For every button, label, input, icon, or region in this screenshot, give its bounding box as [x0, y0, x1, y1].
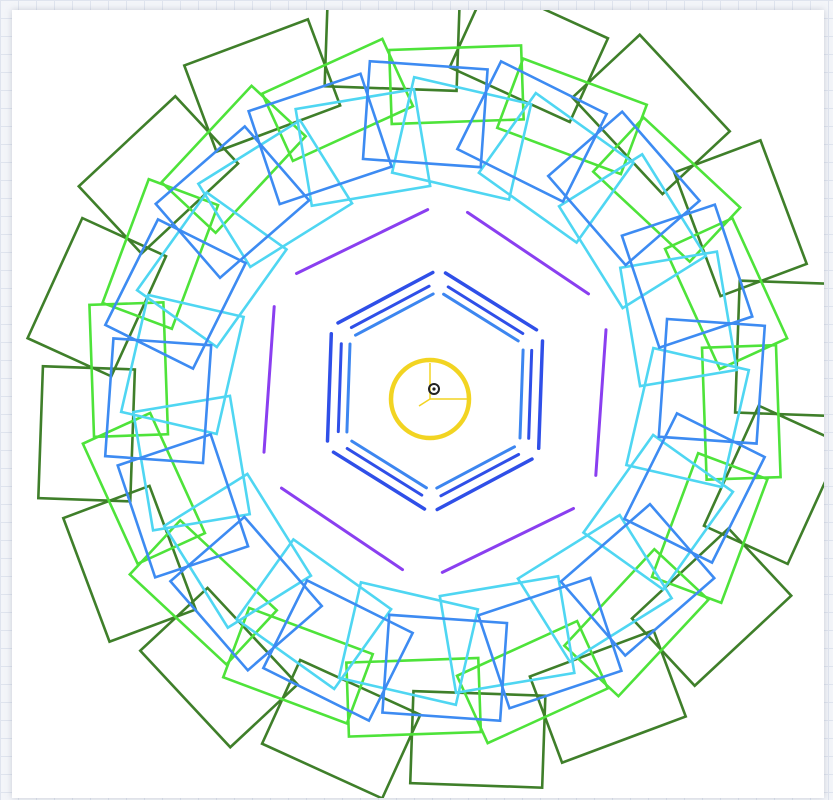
blue-module: [153, 124, 311, 280]
light-green-module: [700, 343, 782, 481]
light-green-module: [495, 56, 649, 176]
light-green-module: [650, 451, 770, 605]
blue-module: [546, 109, 702, 267]
central-circle-group: [388, 357, 472, 441]
blue-module: [246, 72, 394, 206]
middle-blue-hexagon-segment: [446, 285, 525, 335]
light-green-module: [159, 83, 308, 235]
blue-module: [116, 432, 250, 580]
light-green-module: [455, 619, 610, 745]
dark-green-module: [36, 364, 137, 503]
middle-blue-hexagon-segment: [336, 342, 343, 434]
diagram-canvas: [12, 10, 824, 798]
light-green-module: [221, 606, 375, 726]
middle-blue-hexagon-segment: [527, 348, 534, 440]
light-green-module: [81, 411, 207, 566]
purple-hexagon-segment: [262, 305, 276, 454]
middle-blue-hexagon-segment: [345, 447, 424, 497]
outer-blue-hexagon-segment: [331, 450, 427, 511]
blue-module: [361, 59, 489, 169]
middle-blue-hexagon-segment: [439, 453, 521, 498]
dark-green-module: [408, 689, 547, 790]
cyan-module-ring: [119, 75, 751, 707]
inner-blue-hexagon-segment: [442, 292, 520, 343]
blue-module: [261, 578, 415, 723]
cyan-module: [557, 152, 708, 310]
light-green-module: [591, 115, 743, 264]
inner-blue-hexagon-segment: [518, 348, 525, 440]
blue-module: [103, 337, 213, 465]
outer-blue-hexagon: [325, 270, 545, 512]
purple-hexagon-segment: [466, 210, 590, 296]
blue-module: [103, 217, 248, 371]
light-green-module: [387, 44, 525, 126]
cyan-module: [294, 87, 432, 208]
center-marker-dot: [432, 387, 436, 391]
cyan-module: [581, 433, 735, 592]
outer-blue-hexagon-segment: [536, 339, 545, 451]
cyan-module: [337, 580, 480, 707]
cyan-module: [135, 190, 289, 349]
light-green-module: [127, 518, 279, 667]
outer-blue-hexagon-segment: [336, 270, 435, 325]
yellow-circle: [388, 357, 472, 441]
middle-blue-hexagon-segment: [349, 284, 431, 329]
cyan-module: [131, 394, 252, 532]
cyan-module: [234, 537, 393, 691]
inner-blue-hexagon-segment: [345, 342, 352, 434]
detector-diagram: [25, 10, 824, 798]
inner-blue-hexagon-segment: [435, 445, 516, 490]
inner-blue-hexagon-segment: [354, 292, 435, 337]
inner-blue-hexagon: [336, 284, 534, 498]
purple-hexagon-segment: [440, 507, 575, 574]
cyan-module: [618, 250, 739, 388]
blue-module: [381, 613, 509, 723]
light-green-module: [88, 301, 170, 439]
purple-hexagon: [262, 208, 608, 574]
blue-module: [455, 59, 609, 204]
outer-blue-hexagon-segment: [443, 271, 539, 332]
cyan-module: [119, 293, 246, 436]
blue-module: [168, 515, 324, 673]
diagonal-axis-line: [418, 398, 431, 407]
blue-module: [622, 411, 767, 565]
blue-module: [657, 317, 767, 445]
light-green-module: [100, 177, 220, 331]
cyan-module: [438, 574, 576, 695]
cyan-module: [516, 513, 674, 664]
light-green-module: [663, 216, 789, 371]
cyan-module: [196, 118, 354, 269]
light-green-module: [562, 547, 711, 699]
dark-green-module: [733, 279, 824, 418]
cyan-module: [624, 346, 751, 489]
outer-light-green-ring: [81, 37, 789, 745]
blue-module: [559, 502, 717, 658]
center-marker-ring: [428, 383, 440, 395]
purple-hexagon-segment: [295, 208, 430, 275]
inner-blue-hexagon-segment: [350, 439, 428, 490]
blue-module: [476, 576, 624, 710]
purple-hexagon-segment: [594, 328, 608, 477]
blue-module-ring: [103, 59, 767, 723]
cyan-module: [477, 91, 636, 245]
cyan-module: [162, 472, 313, 630]
light-green-module: [260, 37, 415, 163]
dark-green-module: [447, 10, 610, 124]
light-green-module: [345, 656, 483, 738]
outer-blue-hexagon-segment: [325, 331, 334, 443]
purple-hexagon-segment: [280, 486, 404, 572]
outer-blue-hexagon-segment: [435, 457, 534, 512]
cyan-module: [390, 75, 533, 202]
blue-module: [620, 202, 754, 350]
